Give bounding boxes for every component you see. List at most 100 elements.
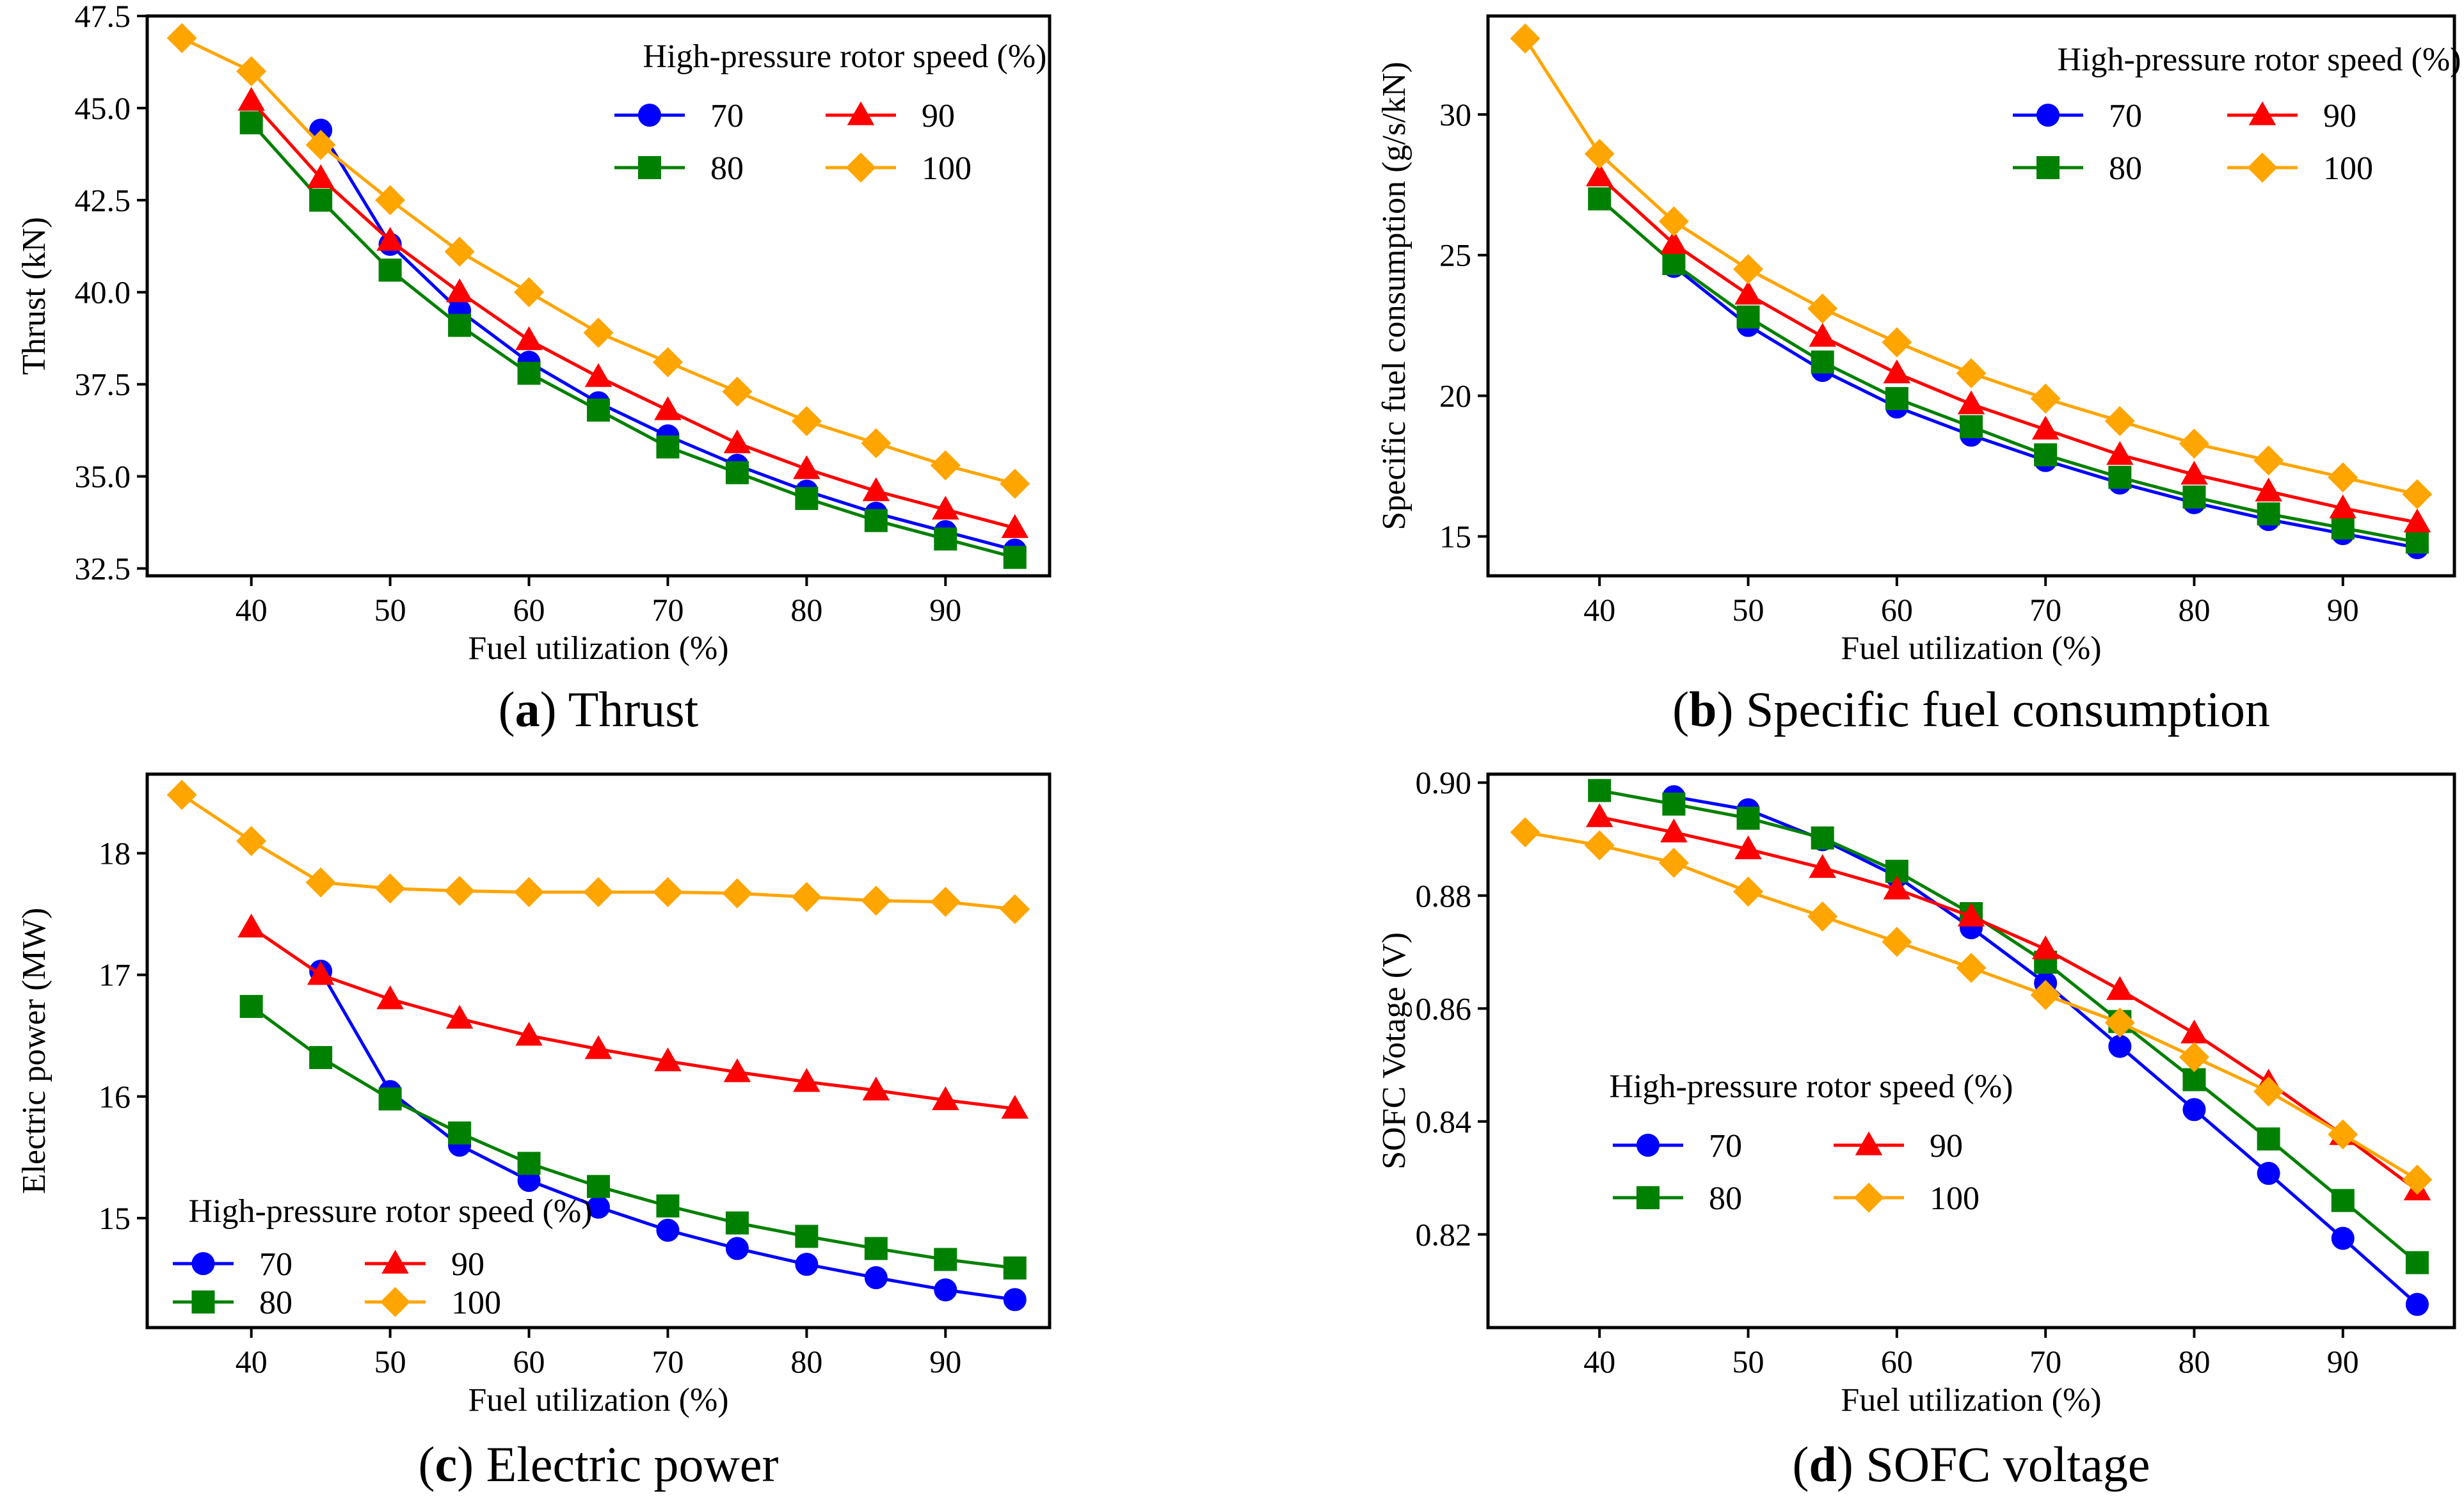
data-point-80 xyxy=(587,398,610,422)
data-point-80 xyxy=(378,258,402,282)
x-tick-label: 90 xyxy=(2327,592,2359,628)
y-tick-label: 0.88 xyxy=(1416,878,1472,914)
x-tick-label: 70 xyxy=(652,1344,684,1379)
data-point-80 xyxy=(864,509,888,532)
data-point-100 xyxy=(1510,817,1540,848)
data-point-90 xyxy=(2180,1019,2208,1044)
data-point-90 xyxy=(723,429,751,454)
x-tick-label: 40 xyxy=(236,1344,268,1379)
data-point-90 xyxy=(723,1058,751,1083)
data-point-80 xyxy=(309,188,333,212)
data-point-80 xyxy=(934,1248,957,1271)
series-line-70 xyxy=(319,129,1016,552)
data-point-90 xyxy=(584,1035,612,1060)
data-point-90 xyxy=(793,455,820,479)
data-point-90 xyxy=(1585,803,1613,827)
x-tick-label: 40 xyxy=(1583,592,1615,628)
data-point-80 xyxy=(725,1211,749,1235)
data-point-100 xyxy=(791,882,822,912)
legend-marker-100 xyxy=(1853,1182,1884,1213)
caption-text: ) Specific fuel consumption xyxy=(1717,681,2270,737)
panel-caption: (a) Thrust xyxy=(499,681,699,737)
data-point-100 xyxy=(652,877,683,907)
data-point-70 xyxy=(864,1266,888,1290)
legend-label-100: 100 xyxy=(451,1285,501,1321)
series-line-80 xyxy=(250,1005,1016,1270)
x-tick-label: 80 xyxy=(790,592,822,628)
data-point-100 xyxy=(1510,23,1540,54)
data-point-90 xyxy=(2180,461,2208,485)
data-point-80 xyxy=(517,361,541,385)
panel-caption: (c) Electric power xyxy=(418,1436,778,1492)
panel-caption: (d) SOFC voltage xyxy=(1792,1436,2150,1492)
legend-label-80: 80 xyxy=(1709,1180,1742,1217)
legend-label-100: 100 xyxy=(1930,1180,1980,1217)
data-point-80 xyxy=(1811,350,1834,374)
data-point-100 xyxy=(2253,1076,2284,1107)
y-tick-label: 32.5 xyxy=(75,550,131,586)
data-point-80 xyxy=(2108,466,2132,489)
data-point-80 xyxy=(795,487,819,511)
data-point-80 xyxy=(1736,305,1760,329)
data-point-80 xyxy=(517,1152,541,1175)
data-point-100 xyxy=(444,875,475,907)
panel-b: 40 50 60 70 80 90 15 20 25 30 Fuel utilization (%)… xyxy=(1376,14,2461,737)
data-point-90 xyxy=(376,985,404,1010)
data-point-100 xyxy=(583,317,614,348)
data-point-90 xyxy=(1660,818,1688,843)
legend-marker-70 xyxy=(191,1252,215,1275)
legend-marker-100 xyxy=(380,1287,411,1317)
data-point-100 xyxy=(1733,254,1764,285)
caption-letter: d xyxy=(1809,1436,1836,1492)
data-point-100 xyxy=(305,129,336,160)
data-point-70 xyxy=(2331,1226,2355,1250)
data-point-100 xyxy=(2253,445,2284,476)
x-axis-title: Fuel utilization (%) xyxy=(468,1382,728,1418)
data-point-80 xyxy=(1662,251,1686,275)
data-point-100 xyxy=(305,867,336,898)
x-axis-title: Fuel utilization (%) xyxy=(468,630,728,667)
y-tick-label: 15 xyxy=(99,1200,131,1236)
data-point-80 xyxy=(1885,386,1908,410)
y-tick-label: 0.86 xyxy=(1416,990,1472,1026)
data-point-80 xyxy=(2034,443,2058,466)
panel-d: 40 50 60 70 80 90 0.82 0.84 0.86 0.88 0.90 Fuel uti… xyxy=(1376,765,2456,1492)
data-point-100 xyxy=(2104,406,2135,436)
data-point-100 xyxy=(791,406,822,436)
data-point-80 xyxy=(1003,1256,1027,1280)
data-point-100 xyxy=(514,877,545,907)
legend-label-80: 80 xyxy=(710,150,744,187)
data-point-70 xyxy=(725,1237,749,1260)
data-point-100 xyxy=(583,877,614,907)
data-point-100 xyxy=(2402,479,2433,510)
data-point-80 xyxy=(378,1087,402,1111)
data-point-90 xyxy=(793,1068,820,1092)
x-axis-title: Fuel utilization (%) xyxy=(1841,630,2101,667)
legend: High-pressure rotor speed (%) 70 90 80 100 xyxy=(1609,1068,2013,1217)
data-point-100 xyxy=(722,376,753,407)
legend-marker-90 xyxy=(847,101,875,125)
legend-marker-80 xyxy=(638,156,661,179)
data-point-80 xyxy=(239,995,263,1019)
y-tick-label: 30 xyxy=(1439,97,1471,132)
legend-marker-90 xyxy=(1855,1131,1883,1155)
legend-marker-70 xyxy=(1636,1134,1660,1157)
y-axis-title: SOFC Votage (V) xyxy=(1376,932,1412,1170)
y-tick-label: 25 xyxy=(1439,237,1471,273)
data-point-100 xyxy=(1807,293,1838,324)
y-tick-label: 35.0 xyxy=(75,459,131,495)
data-point-80 xyxy=(2405,1251,2429,1274)
data-point-80 xyxy=(239,111,263,134)
x-tick-label: 90 xyxy=(2327,1344,2359,1379)
data-point-100 xyxy=(861,885,892,916)
caption-letter: c xyxy=(435,1436,457,1492)
x-tick-label: 70 xyxy=(2029,1344,2061,1379)
data-point-100 xyxy=(722,878,753,909)
data-point-70 xyxy=(2108,1035,2132,1058)
x-tick-label: 60 xyxy=(513,1344,545,1379)
y-tick-label: 20 xyxy=(1439,378,1471,414)
data-point-80 xyxy=(795,1225,819,1248)
x-tick-label: 50 xyxy=(1732,592,1764,628)
data-point-90 xyxy=(2106,976,2134,1000)
data-point-100 xyxy=(1807,901,1838,932)
